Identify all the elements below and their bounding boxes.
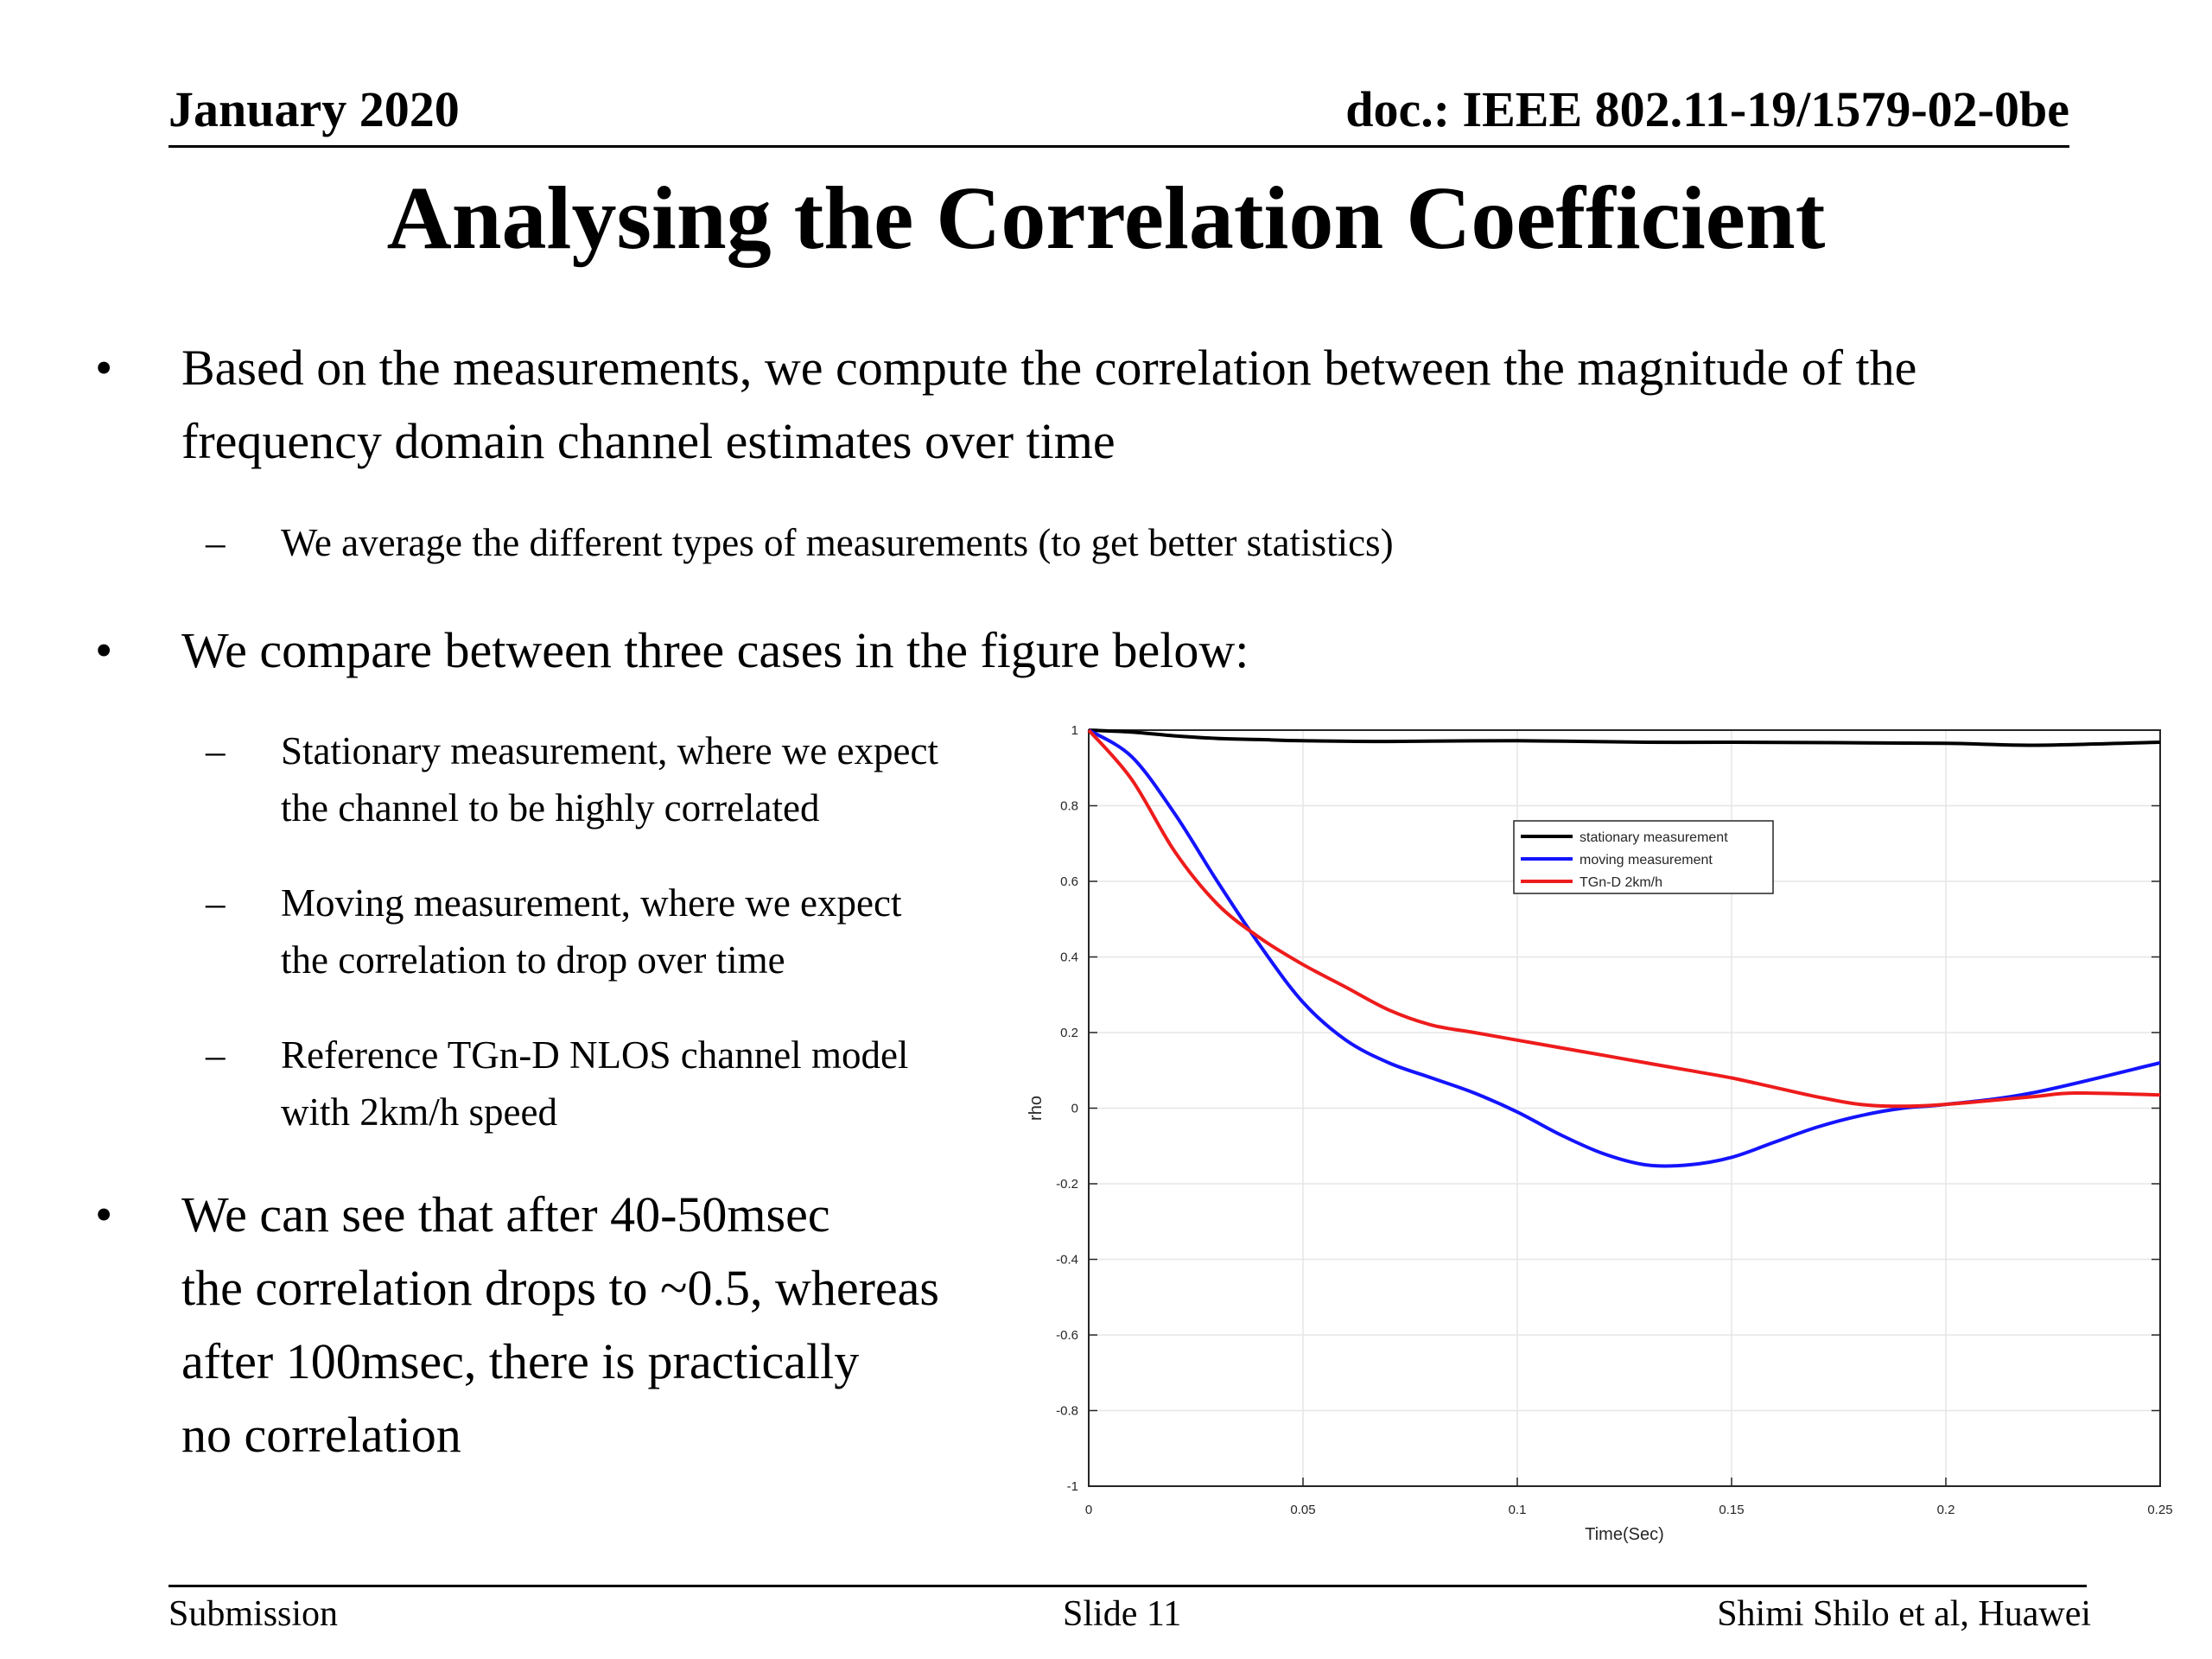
series-line-0 [1088,728,2161,747]
bullet-marker: • [95,340,113,396]
bullet-1-sub: We average the different types of measur… [281,521,1394,564]
sub-bullet-marker: – [206,1033,226,1077]
axes-box [1088,729,2161,1487]
sub-2-line-2: the correlation to drop over time [281,938,785,982]
sub-3-line-2: with 2km/h speed [281,1090,557,1134]
x-tick-label: 0.2 [1937,1503,1955,1517]
bullet-marker: • [95,1186,113,1243]
sub-3-line-1: Reference TGn-D NLOS channel model [281,1033,909,1077]
y-tick-label: 0.2 [1060,1026,1078,1040]
sub-1-line-1: Stationary measurement, where we expect [281,729,938,772]
legend-label: moving measurement [1580,853,1713,868]
sub-1-line-2: the channel to be highly correlated [281,786,820,830]
bullet-2: We compare between three cases in the fi… [181,622,1249,678]
y-tick-label: -0.6 [1056,1328,1078,1343]
y-tick-label: -1 [1067,1479,1078,1494]
y-tick-label: 0.8 [1060,799,1078,814]
legend-label: TGn-D 2km/h [1580,875,1662,890]
sub-bullet-marker: – [206,521,226,564]
chart-series [1087,728,2161,1168]
bullet-3-line-1: We can see that after 40-50msec [181,1186,830,1243]
footer-submission: Submission [168,1594,339,1634]
x-tick-label: 0.05 [1290,1503,1315,1517]
legend-label: stationary measurement [1580,830,1728,845]
y-tick-label: 1 [1071,723,1078,738]
y-tick-label: 0.4 [1060,950,1078,965]
y-tick-label: 0.6 [1060,874,1078,889]
bullet-1-line-2: frequency domain channel estimates over … [181,413,1116,469]
x-axis-label: Time(Sec) [1585,1525,1663,1544]
y-tick-label: -0.8 [1056,1404,1078,1419]
bullet-3-line-3: after 100msec, there is practically [181,1333,860,1389]
footer-divider [168,1585,2087,1587]
header-doc-id: doc.: IEEE 802.11-19/1579-02-0be [1345,81,2069,137]
y-tick-label: 0 [1071,1102,1078,1116]
header-divider [168,145,2069,148]
y-tick-label: -0.4 [1056,1253,1078,1268]
x-tick-label: 0.1 [1509,1503,1527,1517]
series-line-1 [1087,728,2161,1168]
correlation-chart: 0 0.05 0.1 0.15 0.2 0.25 -1 -0.8 -0.6 -0.4 -0.2 0 0.… [1027,723,2173,1544]
bullet-3-line-2: the correlation drops to ~0.5, whereas [181,1260,939,1316]
x-tick-label: 0.25 [2147,1503,2172,1517]
footer-slide-number: Slide 11 [1063,1594,1182,1634]
sub-bullet-marker: – [206,881,226,925]
x-tick-label: 0 [1085,1503,1092,1517]
slide-title: Analysing the Correlation Coefficient [386,168,1826,268]
bullet-3-line-4: no correlation [181,1407,461,1463]
header-date: January 2020 [168,81,460,137]
y-axis-label: rho [1027,1096,1046,1121]
sub-bullet-marker: – [206,729,226,772]
chart-axes: 0 0.05 0.1 0.15 0.2 0.25 -1 -0.8 -0.6 -0.4 -0.2 0 0.… [1027,723,2173,1544]
chart-legend: stationary measurement moving measurement… [1513,820,1774,894]
bullet-marker: • [95,622,113,678]
series-line-2 [1087,728,2161,1109]
bullet-1-line-1: Based on the measurements, we compute th… [181,340,1917,396]
y-tick-label: -0.2 [1056,1177,1078,1192]
sub-2-line-1: Moving measurement, where we expect [281,881,902,925]
x-tick-label: 0.15 [1719,1503,1744,1517]
footer-author: Shimi Shilo et al, Huawei [1717,1594,2091,1634]
